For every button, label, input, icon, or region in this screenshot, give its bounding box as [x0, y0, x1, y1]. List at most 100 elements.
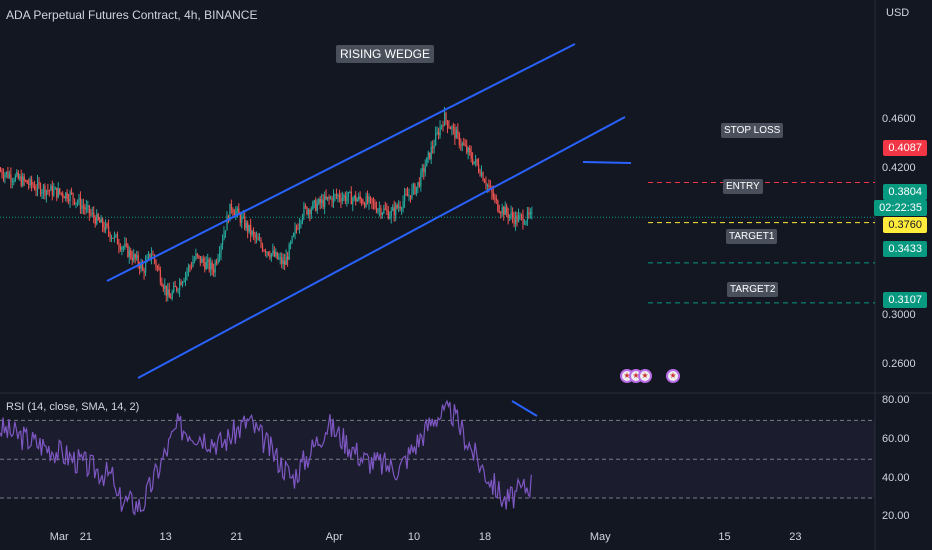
- candle-body: [29, 178, 31, 185]
- candle-body: [495, 198, 497, 201]
- candle-body: [381, 212, 384, 216]
- candle-body: [355, 195, 357, 202]
- candle-body: [8, 174, 11, 178]
- candle-body: [458, 133, 460, 145]
- candle-body: [60, 192, 62, 194]
- candle-body: [74, 198, 76, 204]
- candle-body: [256, 237, 258, 239]
- candle-body: [41, 192, 43, 194]
- candle-body: [248, 224, 250, 232]
- candle-body: [145, 262, 147, 273]
- rsi-indicator-label[interactable]: RSI (14, close, SMA, 14, 2): [6, 401, 140, 413]
- candle-body: [32, 185, 34, 187]
- candle-body: [213, 269, 215, 273]
- candle-body: [56, 187, 58, 198]
- candle-body: [51, 185, 53, 196]
- candle-body: [472, 158, 474, 164]
- candle-body: [486, 184, 489, 186]
- candle-body: [365, 195, 367, 207]
- candle-body: [90, 213, 92, 215]
- candle-body: [330, 197, 332, 199]
- candle-body: [159, 270, 162, 283]
- candle-body: [426, 157, 428, 167]
- candle-body: [190, 266, 193, 268]
- candle-body: [4, 174, 6, 178]
- candle-body: [346, 197, 348, 202]
- candle-body: [380, 208, 382, 216]
- target2-label: TARGET2: [727, 282, 779, 297]
- candle-body: [399, 206, 401, 209]
- candle-body: [506, 206, 508, 213]
- candle-body: [457, 129, 459, 134]
- candle-body: [386, 209, 388, 211]
- candle-body: [193, 259, 196, 262]
- candle-body: [452, 126, 455, 128]
- price-axis-tick: 0.4600: [882, 112, 916, 125]
- rsi-axis-tick: 60.00: [882, 432, 910, 445]
- candles: [0, 106, 533, 302]
- candle-body: [377, 209, 379, 212]
- candle-body: [489, 187, 492, 189]
- candle-body: [301, 216, 304, 222]
- candle-body: [97, 214, 99, 220]
- candle-body: [390, 210, 392, 217]
- price-axis-tick: 0.2600: [882, 358, 916, 371]
- candle-body: [13, 180, 15, 182]
- candle-body: [333, 194, 335, 203]
- candle-body: [250, 224, 252, 235]
- us-flag-icon[interactable]: ★: [638, 369, 652, 383]
- candle-body: [196, 253, 199, 256]
- candle-body: [276, 252, 278, 259]
- time-axis-tick: 21: [79, 531, 92, 543]
- candle-body: [352, 198, 354, 205]
- candle-body: [19, 176, 21, 179]
- candle-body: [219, 253, 221, 258]
- target2-price-tag: 0.3107: [883, 292, 927, 308]
- candle-body: [307, 210, 310, 215]
- candle-body: [130, 250, 132, 258]
- us-flag-icon[interactable]: ★: [666, 369, 680, 383]
- candle-body: [103, 227, 105, 231]
- candle-body: [371, 198, 373, 203]
- candle-body: [216, 262, 218, 264]
- candle-body: [407, 194, 409, 197]
- candle-body: [309, 210, 311, 215]
- candle-body: [430, 146, 432, 159]
- target1-price-tag: 0.3433: [883, 241, 927, 257]
- candle-body: [28, 183, 30, 185]
- candle-body: [340, 198, 342, 202]
- candle-body: [460, 144, 462, 146]
- candle-body: [315, 200, 317, 211]
- time-axis-tick: 18: [478, 531, 492, 543]
- candle-body: [204, 262, 206, 270]
- candle-body: [17, 172, 19, 179]
- candle-body: [53, 189, 55, 196]
- candle-body: [118, 244, 120, 248]
- candle-body: [179, 281, 181, 291]
- candle-body: [133, 254, 135, 261]
- rsi-axis-tick: 80.00: [882, 394, 910, 406]
- candle-body: [242, 216, 244, 218]
- candle-body: [254, 234, 256, 238]
- candle-body: [139, 264, 141, 269]
- candle-body: [370, 197, 372, 199]
- wedge-upper-trendline: [106, 43, 576, 282]
- candle-body: [59, 188, 61, 193]
- time-axis-tick: 13: [159, 531, 172, 543]
- candle-body: [401, 208, 403, 210]
- candle-body: [482, 172, 484, 181]
- candle-body: [344, 195, 347, 202]
- candle-body: [158, 267, 160, 271]
- candle-body: [156, 266, 159, 268]
- candle-body: [343, 195, 345, 198]
- candle-body: [383, 208, 385, 213]
- candle-body: [44, 185, 46, 196]
- time-axis-tick: 21: [230, 531, 243, 543]
- candle-body: [359, 196, 361, 200]
- candle-body: [210, 262, 212, 270]
- candle-body: [454, 127, 456, 139]
- candle-body: [335, 194, 338, 197]
- candle-body: [264, 250, 267, 253]
- candle-body: [438, 131, 440, 136]
